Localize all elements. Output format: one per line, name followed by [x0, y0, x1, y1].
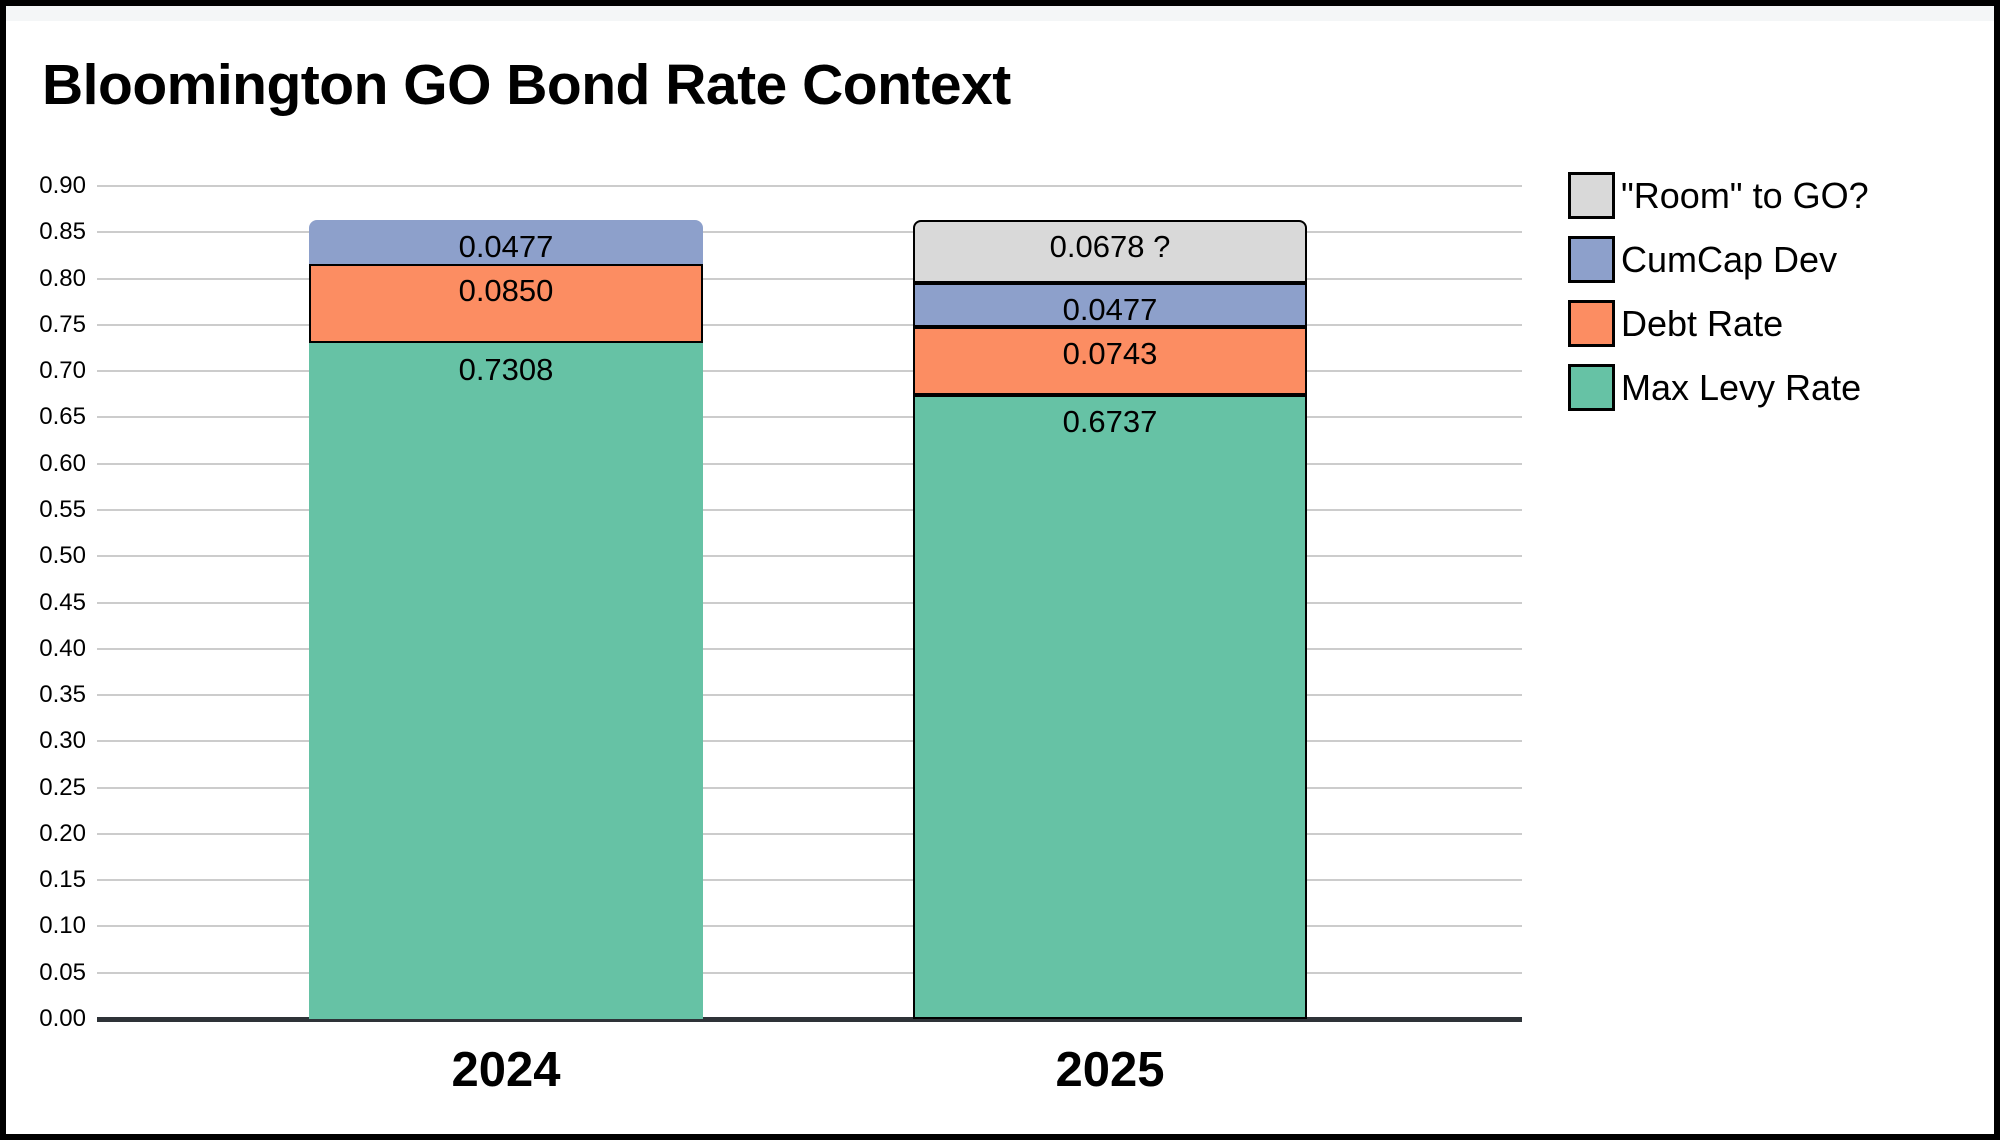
- bar-segment-label: 0.6737: [1062, 404, 1158, 440]
- y-axis-tick-label: 0.05: [39, 958, 86, 986]
- legend-label: Debt Rate: [1621, 302, 1784, 344]
- x-axis-category-label: 2025: [1055, 1043, 1165, 1097]
- gridline: [97, 323, 1522, 326]
- gridline: [97, 694, 1522, 697]
- legend-label: Max Levy Rate: [1621, 366, 1862, 408]
- bar-segment: [913, 395, 1307, 1019]
- y-axis-tick-label: 0.50: [39, 542, 86, 570]
- chart-legend: "Room" to GO? CumCap Dev Debt Rate Max Levy…: [1568, 172, 1869, 428]
- bar-segment-label: 0.0477: [1062, 291, 1158, 327]
- gridline: [97, 925, 1522, 928]
- gridline: [97, 647, 1522, 650]
- legend-swatch: [1568, 300, 1615, 347]
- y-axis-tick-label: 0.15: [39, 866, 86, 894]
- gridline: [97, 879, 1522, 882]
- gridline: [97, 832, 1522, 835]
- gridline: [97, 370, 1522, 373]
- chart-title: Bloomington GO Bond Rate Context: [42, 53, 1011, 117]
- x-axis-baseline: [97, 1017, 1522, 1022]
- x-axis-category-label: 2024: [451, 1043, 561, 1097]
- gridline: [97, 416, 1522, 419]
- gridline: [97, 971, 1522, 974]
- gridline: [97, 555, 1522, 558]
- gridline: [97, 786, 1522, 789]
- bar-segment-label: 0.0477: [458, 228, 554, 264]
- legend-label: CumCap Dev: [1621, 238, 1838, 280]
- window-top-strip: [6, 6, 1994, 21]
- y-axis-tick-label: 0.20: [39, 819, 86, 847]
- gridline: [97, 462, 1522, 465]
- bar-segment: [913, 282, 1307, 327]
- legend-item: CumCap Dev: [1568, 236, 1869, 283]
- y-axis-tick-label: 0.35: [39, 681, 86, 709]
- gridline: [97, 601, 1522, 604]
- y-axis-tick-label: 0.90: [39, 172, 86, 200]
- bar-segment: [309, 263, 703, 343]
- legend-item: Debt Rate: [1568, 300, 1869, 347]
- gridline: [97, 231, 1522, 234]
- y-axis-tick-label: 0.60: [39, 449, 86, 477]
- legend-swatch: [1568, 172, 1615, 219]
- y-axis-tick-label: 0.80: [39, 264, 86, 292]
- gridline: [97, 185, 1522, 188]
- legend-swatch: [1568, 364, 1615, 411]
- gridline: [97, 740, 1522, 743]
- bar-segment-label: 0.0678 ?: [1049, 228, 1171, 264]
- legend-label: "Room" to GO?: [1621, 174, 1869, 216]
- legend-item: Max Levy Rate: [1568, 364, 1869, 411]
- gridline: [97, 508, 1522, 511]
- y-axis-tick-label: 0.30: [39, 727, 86, 755]
- bar-segment: [309, 342, 703, 1019]
- legend-item: "Room" to GO?: [1568, 172, 1869, 219]
- y-axis-tick-label: 0.65: [39, 403, 86, 431]
- y-axis-tick-label: 0.85: [39, 218, 86, 246]
- bar-segment-label: 0.0743: [1062, 335, 1158, 371]
- y-axis-tick-label: 0.70: [39, 357, 86, 385]
- y-axis-tick-label: 0.55: [39, 495, 86, 523]
- bar-segment: [309, 219, 703, 264]
- bar-segment: [913, 219, 1307, 283]
- y-axis-tick-label: 0.40: [39, 634, 86, 662]
- y-axis-tick-label: 0.25: [39, 773, 86, 801]
- bar-segment-label: 0.7308: [458, 351, 554, 387]
- bar-segment: [913, 326, 1307, 396]
- gridline: [97, 277, 1522, 280]
- y-axis-tick-label: 0.45: [39, 588, 86, 616]
- bar-segment-label: 0.0850: [458, 272, 554, 308]
- legend-swatch: [1568, 236, 1615, 283]
- y-axis-tick-label: 0.00: [39, 1005, 86, 1032]
- y-axis-tick-label: 0.75: [39, 310, 86, 338]
- y-axis-tick-label: 0.10: [39, 912, 86, 940]
